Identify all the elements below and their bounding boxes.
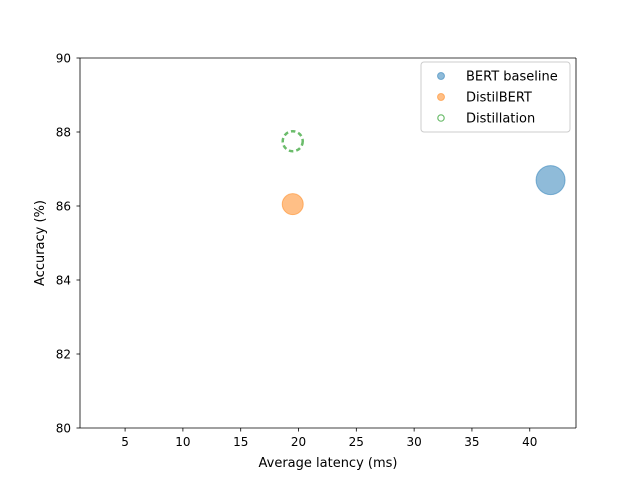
x-axis-label: Average latency (ms) [259,456,398,471]
y-axis-ticks: 80 82 84 86 88 90 [56,52,80,436]
x-tick-label: 20 [291,435,306,449]
legend-entry-distillation: Distillation [437,112,535,127]
data-points [281,130,566,216]
data-point-bert-baseline [535,165,566,196]
y-tick-label: 90 [56,52,71,66]
plot-frame [79,57,577,429]
legend-entry-bert-baseline: BERT baseline [437,70,558,85]
x-tick-label: 10 [175,435,190,449]
data-point-distilbert [281,193,304,216]
data-point-distillation [281,130,304,153]
y-tick-label: 82 [56,348,71,362]
x-tick-label: 25 [349,435,364,449]
legend-entry-distilbert: DistilBERT [437,91,532,106]
x-tick-label: 35 [464,435,479,449]
x-axis-ticks: 5 10 15 20 25 30 35 40 [121,428,537,449]
x-tick-label: 30 [406,435,421,449]
y-tick-label: 84 [56,274,71,288]
x-tick-label: 5 [121,435,129,449]
y-tick-label: 80 [56,422,71,436]
legend-marker-bert-baseline [437,72,445,80]
y-tick-label: 88 [56,126,71,140]
legend-label-distillation: Distillation [466,112,535,127]
legend: BERT baseline DistilBERT Distillation [420,61,571,133]
legend-label-bert-baseline: BERT baseline [466,70,558,85]
legend-label-distilbert: DistilBERT [466,91,532,106]
x-tick-label: 15 [233,435,248,449]
legend-marker-distilbert [437,93,445,101]
x-tick-label: 40 [522,435,537,449]
legend-marker-distillation [437,114,445,122]
y-tick-label: 86 [56,200,71,214]
legend-box [420,61,571,133]
y-axis-label: Accuracy (%) [33,200,48,286]
